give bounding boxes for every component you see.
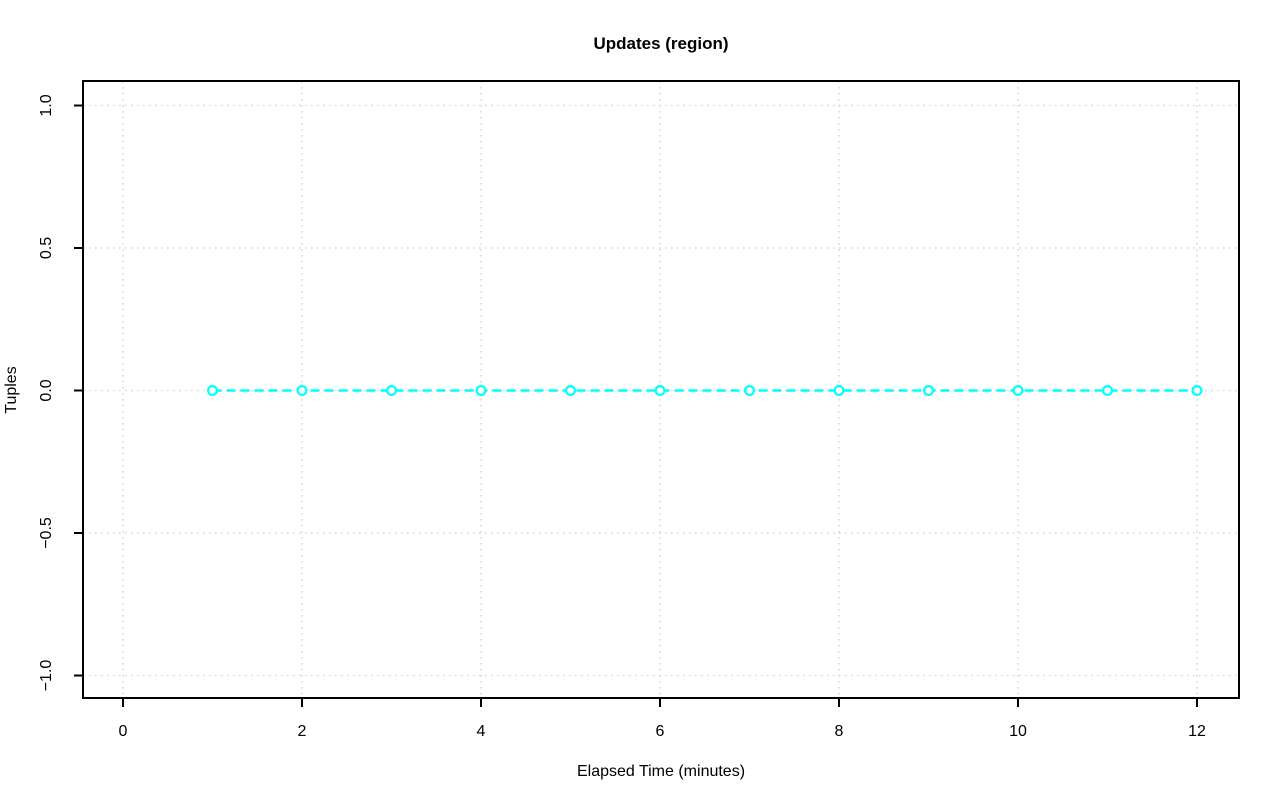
x-tick-label: 10 — [1009, 723, 1027, 740]
x-tick-label: 6 — [656, 723, 665, 740]
y-axis-ticks: 1.0 0.5 0.0 −0.5 −1.0 — [38, 94, 83, 691]
data-point-marker — [564, 385, 576, 397]
y-tick-label: 0.5 — [38, 237, 55, 259]
data-point-marker — [296, 385, 308, 397]
data-point-marker — [922, 385, 934, 397]
data-point-marker — [1191, 385, 1203, 397]
x-axis-ticks: 0 2 4 6 8 10 12 — [119, 698, 1206, 740]
x-tick-label: 8 — [835, 723, 844, 740]
x-tick-label: 2 — [298, 723, 307, 740]
data-point-marker — [207, 385, 219, 397]
data-point-marker — [833, 385, 845, 397]
data-point-marker — [1101, 385, 1113, 397]
x-tick-label: 12 — [1188, 723, 1206, 740]
y-tick-label: −0.5 — [38, 517, 55, 549]
y-axis-label: Tuples — [3, 366, 20, 413]
data-point-marker — [386, 385, 398, 397]
x-tick-label: 0 — [119, 723, 128, 740]
data-point-marker — [743, 385, 755, 397]
data-point-marker — [475, 385, 487, 397]
x-axis-label: Elapsed Time (minutes) — [577, 763, 745, 780]
y-tick-label: 0.0 — [38, 379, 55, 401]
x-tick-label: 4 — [477, 723, 486, 740]
data-series-updates — [207, 385, 1203, 397]
data-point-marker — [1012, 385, 1024, 397]
y-tick-label: −1.0 — [38, 660, 55, 692]
data-point-marker — [654, 385, 666, 397]
chart-title: Updates (region) — [593, 34, 728, 53]
y-tick-label: 1.0 — [38, 94, 55, 116]
